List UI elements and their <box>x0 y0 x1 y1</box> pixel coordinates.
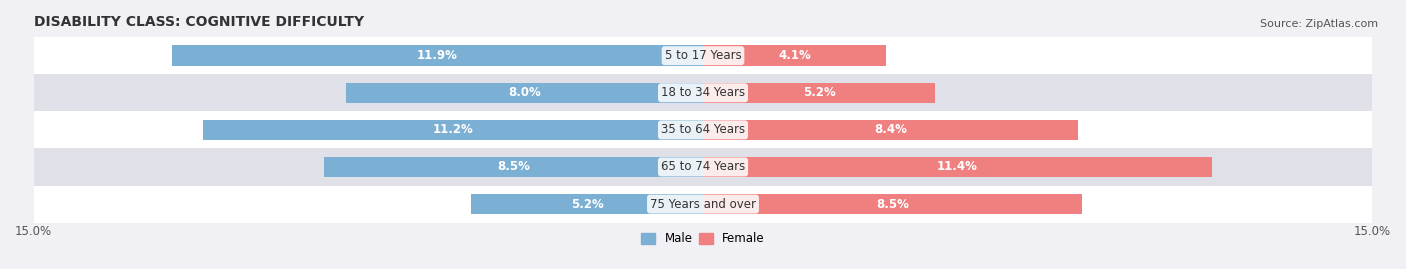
Bar <box>703 45 886 66</box>
Text: 11.2%: 11.2% <box>433 123 474 136</box>
Text: 8.4%: 8.4% <box>875 123 907 136</box>
Text: DISABILITY CLASS: COGNITIVE DIFFICULTY: DISABILITY CLASS: COGNITIVE DIFFICULTY <box>34 15 364 29</box>
Bar <box>34 148 1372 186</box>
Bar <box>471 194 703 214</box>
Text: 8.5%: 8.5% <box>876 197 910 211</box>
Bar <box>703 194 1083 214</box>
Text: 5 to 17 Years: 5 to 17 Years <box>665 49 741 62</box>
Text: 35 to 64 Years: 35 to 64 Years <box>661 123 745 136</box>
Text: 11.4%: 11.4% <box>936 161 977 174</box>
Text: 8.0%: 8.0% <box>508 86 541 99</box>
Bar <box>34 37 1372 74</box>
Bar <box>34 186 1372 223</box>
Text: 5.2%: 5.2% <box>571 197 603 211</box>
Text: 11.9%: 11.9% <box>418 49 458 62</box>
Text: 5.2%: 5.2% <box>803 86 835 99</box>
Bar <box>703 83 935 103</box>
Text: Source: ZipAtlas.com: Source: ZipAtlas.com <box>1260 19 1378 29</box>
Text: 75 Years and over: 75 Years and over <box>650 197 756 211</box>
Bar <box>703 120 1078 140</box>
Text: 8.5%: 8.5% <box>496 161 530 174</box>
Text: 18 to 34 Years: 18 to 34 Years <box>661 86 745 99</box>
Text: 4.1%: 4.1% <box>778 49 811 62</box>
Text: 65 to 74 Years: 65 to 74 Years <box>661 161 745 174</box>
Bar <box>34 111 1372 148</box>
Bar <box>346 83 703 103</box>
Bar <box>323 157 703 177</box>
Bar <box>172 45 703 66</box>
Legend: Male, Female: Male, Female <box>637 228 769 250</box>
Bar <box>703 157 1212 177</box>
Bar <box>202 120 703 140</box>
Bar <box>34 74 1372 111</box>
